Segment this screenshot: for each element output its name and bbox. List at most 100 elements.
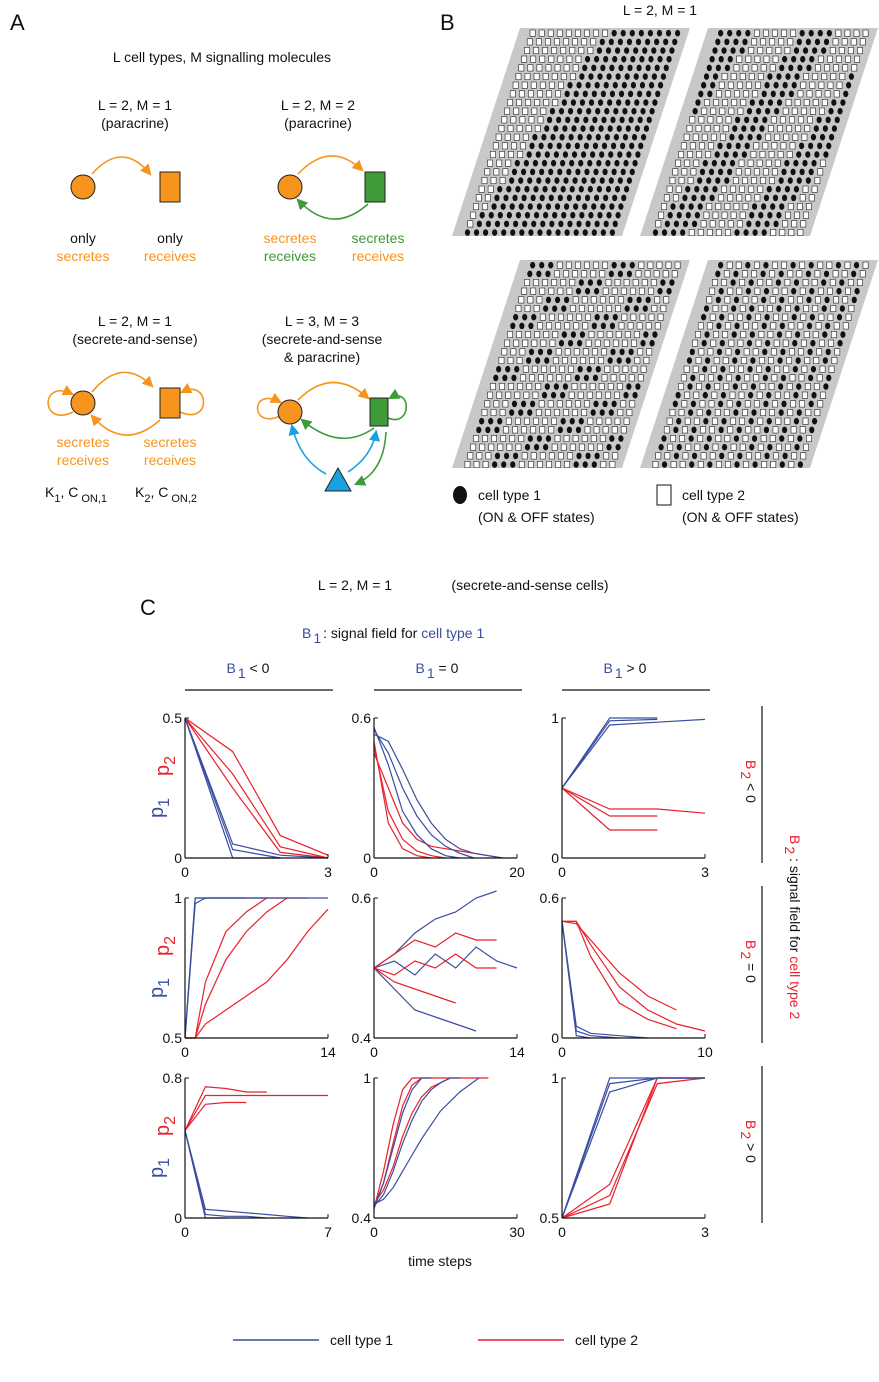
cell — [766, 185, 772, 193]
y-tick-label: 0.8 — [163, 1070, 183, 1086]
cell — [513, 107, 520, 115]
cell — [584, 261, 590, 269]
cell — [735, 348, 741, 356]
legend-note: (ON & OFF states) — [478, 509, 595, 525]
cell — [515, 73, 522, 81]
cell — [781, 400, 787, 408]
cell — [725, 229, 731, 237]
cell — [619, 116, 625, 124]
cell — [661, 229, 668, 236]
cell — [591, 348, 598, 356]
cell — [528, 229, 534, 236]
cell — [781, 287, 788, 295]
cell — [610, 348, 616, 356]
cell — [487, 159, 494, 167]
cell — [794, 73, 800, 80]
cell — [564, 322, 571, 330]
cell — [748, 279, 754, 286]
cell — [735, 142, 741, 150]
cell — [530, 452, 537, 460]
cell — [758, 211, 764, 219]
caption: only — [70, 230, 96, 246]
cell — [523, 159, 529, 167]
cell — [707, 90, 713, 98]
cell — [573, 90, 579, 98]
cell — [629, 261, 635, 269]
cell — [718, 29, 724, 37]
cell — [556, 116, 562, 124]
cell — [626, 38, 633, 46]
cell — [709, 287, 716, 295]
cell — [807, 116, 813, 124]
cell — [533, 73, 540, 81]
cell — [845, 81, 852, 89]
cell — [593, 400, 599, 408]
arrow — [297, 381, 370, 401]
cell — [503, 426, 509, 434]
cell — [790, 261, 796, 269]
cell — [787, 296, 794, 304]
relation: = 0 — [435, 660, 459, 676]
cell — [745, 452, 752, 460]
cell — [710, 133, 717, 141]
cell — [794, 305, 800, 312]
cell — [769, 64, 776, 72]
cell — [821, 47, 827, 54]
cell — [800, 452, 807, 460]
cell — [602, 287, 609, 295]
cell — [696, 409, 703, 417]
cell — [588, 331, 595, 339]
cell — [584, 29, 590, 37]
cell — [638, 142, 644, 150]
cell — [585, 313, 592, 321]
cell — [531, 313, 537, 321]
cell — [605, 47, 612, 54]
cell — [724, 38, 730, 46]
cell — [835, 261, 842, 269]
cell — [593, 168, 599, 176]
cell — [586, 107, 592, 115]
cell — [514, 365, 520, 373]
cell — [685, 185, 691, 193]
cell — [829, 279, 836, 287]
cell — [661, 203, 667, 211]
cell — [817, 55, 824, 63]
cell — [578, 159, 584, 167]
cell — [640, 365, 647, 373]
cell — [676, 443, 682, 451]
cell — [794, 443, 800, 451]
cell — [503, 194, 509, 202]
cell — [569, 73, 576, 81]
cell — [600, 203, 606, 210]
cell — [603, 313, 609, 321]
trajectory — [561, 787, 706, 814]
cell — [617, 177, 623, 184]
cell — [743, 322, 750, 330]
cell — [647, 29, 654, 37]
cell — [815, 64, 821, 72]
cell — [512, 81, 519, 89]
cell — [595, 133, 601, 141]
cell — [551, 443, 558, 451]
cell — [511, 142, 517, 150]
cell — [615, 443, 621, 451]
trajectory — [373, 1077, 422, 1209]
relation: < 0 — [246, 660, 270, 676]
cell — [760, 177, 766, 185]
cell-square — [364, 171, 386, 203]
cell — [824, 90, 831, 98]
diagram-title: L = 3, M = 3 — [285, 313, 359, 329]
cell — [521, 287, 528, 295]
x-tick-label: 30 — [509, 1224, 525, 1240]
cell — [745, 194, 752, 202]
cell — [753, 374, 760, 382]
cell — [763, 29, 769, 37]
cell — [691, 194, 697, 202]
cell — [547, 348, 553, 356]
cell — [730, 443, 737, 451]
cell — [476, 452, 483, 460]
cell — [618, 203, 624, 210]
caption: secretes — [144, 434, 197, 450]
cell — [712, 73, 719, 80]
cell — [622, 107, 628, 115]
